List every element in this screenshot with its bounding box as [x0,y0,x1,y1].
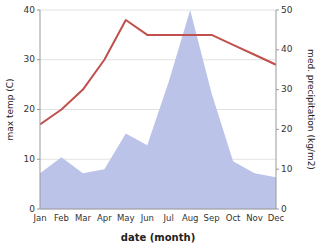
tick-label: 30 [24,54,36,64]
tick-label: 10 [281,164,293,174]
grid-line [40,209,276,210]
tick-label: Dec [268,213,285,223]
chart: 0 10 20 30 40 0 10 20 30 40 50 Jan Feb Mar Apr May Jun Ju… [0,0,318,247]
tick [276,89,279,90]
tick-label: 10 [24,154,36,164]
tick-label: Sep [204,213,220,223]
y2-axis-label: med. precipitation (kg/m2) [306,49,316,170]
tick-label: 0 [29,204,35,214]
x-axis-label: date (month) [121,232,195,243]
tick [37,159,40,160]
area [40,10,276,209]
tick-label: Jul [163,213,174,223]
tick [37,10,40,11]
tick-label: Oct [226,213,241,223]
plot-area [40,10,276,209]
tick-label: Jun [140,213,154,223]
tick-label: 0 [281,204,287,214]
grid-line [40,10,276,11]
line [40,20,276,124]
tick-label: 50 [281,5,293,15]
tick [276,129,279,130]
tick [276,10,279,11]
tick-label: 20 [281,124,293,134]
tick [276,49,279,50]
tick-label: 20 [24,104,36,114]
tick-label: Aug [182,213,199,223]
tick [276,169,279,170]
tick [37,59,40,60]
y2-axis-line [276,10,277,209]
tick [37,109,40,110]
grid-line [40,59,276,60]
tick-label: Apr [97,213,112,223]
tick [276,209,279,210]
tick-label: 40 [281,44,293,54]
tick [37,209,40,210]
tick-label: Feb [54,213,69,223]
tick-label: Nov [246,213,263,223]
tick-label: Jan [32,213,46,223]
tick-label: 40 [24,5,36,15]
tick-label: May [117,213,135,223]
x-axis-line [40,209,276,210]
tick-label: Mar [75,213,92,223]
y-axis-label: max temp (C) [5,78,15,140]
grid-line [40,109,276,110]
tick-label: 30 [281,84,293,94]
